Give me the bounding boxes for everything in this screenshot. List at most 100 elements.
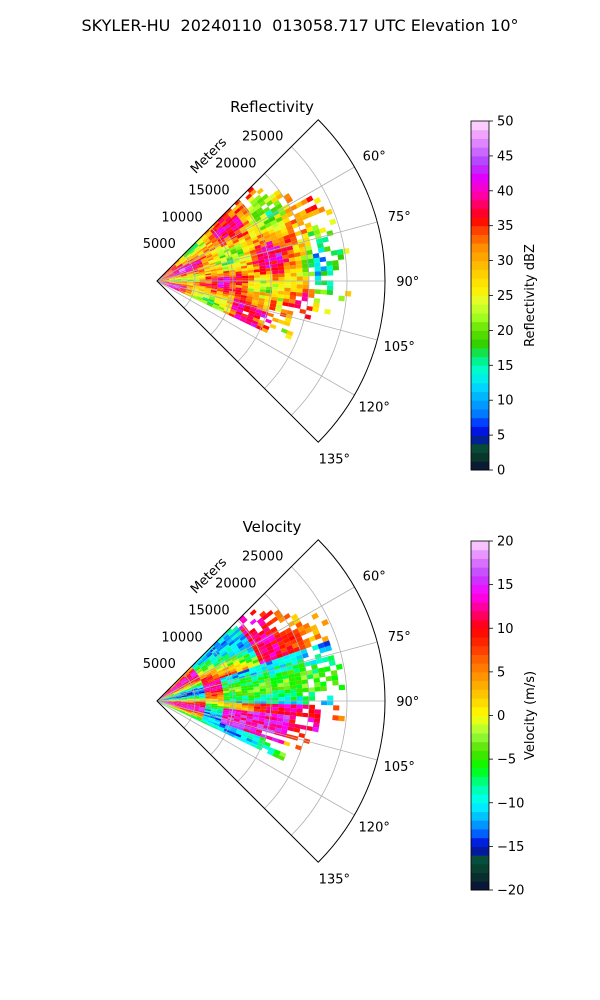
radar-cell (282, 637, 291, 644)
radar-cell (214, 260, 222, 265)
radar-cell (271, 713, 278, 718)
radar-cell (214, 678, 221, 683)
radar-cell (270, 680, 278, 685)
radar-cell (235, 310, 243, 316)
radar-cell (255, 650, 263, 657)
radar-cell (258, 295, 266, 299)
radar-cell (180, 704, 188, 706)
radar-cell (185, 268, 192, 272)
radar-cell (162, 696, 169, 700)
radar-cell (179, 710, 186, 714)
radar-cell (227, 629, 235, 637)
radar-cell (295, 636, 303, 643)
radar-cell (319, 647, 327, 654)
radar-cell (212, 673, 219, 678)
radar-cell (301, 679, 308, 685)
radar-cell (271, 263, 278, 268)
radar-cell (278, 280, 285, 285)
radar-cell (206, 652, 213, 658)
radar-cell (209, 265, 217, 269)
radar-cell (215, 264, 223, 268)
radar-cell (213, 257, 221, 261)
radar-cell (187, 697, 194, 700)
radar-cell (187, 695, 194, 698)
radar-cell (239, 737, 247, 743)
azimuth-spoke (156, 280, 355, 396)
radar-cell (186, 705, 193, 708)
radar-cell (173, 271, 180, 274)
radar-cell (271, 290, 279, 295)
radar-cell (242, 220, 250, 226)
colorbar-band (471, 365, 489, 375)
radar-cell (241, 710, 248, 714)
radar-cell (291, 628, 300, 635)
radar-cell (211, 671, 219, 677)
radar-cell (257, 256, 265, 261)
radar-cell (233, 241, 241, 247)
radar-cell (257, 723, 264, 728)
radar-cell (290, 268, 297, 274)
subplot-title: Reflectivity (230, 98, 314, 116)
radar-cell (235, 210, 243, 217)
radar-cell (265, 209, 273, 217)
radar-cell (261, 193, 269, 201)
radar-cell (217, 285, 224, 289)
radar-cell (277, 714, 284, 719)
radar-cell (185, 687, 192, 691)
radar-cell (177, 264, 183, 269)
radar-cell (233, 636, 240, 643)
radar-cell (296, 692, 303, 697)
radar-cell (196, 714, 203, 719)
radar-cell (168, 704, 175, 708)
radar-cell (252, 680, 259, 685)
radar-cell (277, 739, 285, 745)
radar-cell (296, 268, 303, 273)
radar-cell (318, 672, 326, 678)
radar-cell (294, 723, 301, 729)
radar-cell (212, 253, 219, 258)
radar-cell (167, 273, 174, 277)
radar-cell (200, 255, 207, 260)
radar-cell (244, 222, 252, 229)
radar-cell (286, 665, 294, 671)
radar-cell (249, 219, 257, 226)
radar-cell (184, 265, 191, 269)
radar-cell (212, 240, 219, 246)
radar-cell (194, 257, 201, 262)
radar-cell (180, 677, 186, 683)
radar-cell (203, 294, 210, 298)
radar-cell (177, 264, 184, 269)
radar-cell (168, 273, 175, 277)
radar-cell (224, 636, 232, 643)
colorbar-band (471, 234, 489, 244)
radar-cell (244, 725, 251, 731)
radar-cell (223, 284, 230, 287)
radar-cell (167, 285, 174, 289)
radar-cell (294, 299, 302, 305)
radar-cell (309, 659, 317, 666)
radar-cell (217, 636, 224, 643)
radar-cell (258, 679, 265, 684)
radar-cell (284, 238, 292, 244)
radar-cell (184, 712, 191, 716)
radar-cell (248, 666, 256, 672)
radar-cell (174, 273, 181, 276)
radar-cell (221, 651, 228, 658)
radar-cell (186, 707, 193, 710)
radar-cell (251, 740, 259, 746)
radar-cell (277, 754, 285, 761)
colorbar-tick-label: 15 (497, 359, 514, 374)
radar-cell (206, 723, 213, 728)
colorbar-band (471, 147, 489, 157)
radar-cell (234, 229, 241, 235)
radar-cell (259, 645, 267, 651)
radar-cell (251, 320, 259, 326)
radar-cell (201, 655, 207, 661)
radar-cell (236, 201, 244, 209)
colorbar-band (471, 164, 489, 174)
radar-cell (249, 639, 257, 646)
radar-cell (220, 720, 227, 725)
radar-cell (267, 648, 275, 655)
radar-cell (284, 658, 292, 664)
radar-cell (283, 711, 291, 716)
